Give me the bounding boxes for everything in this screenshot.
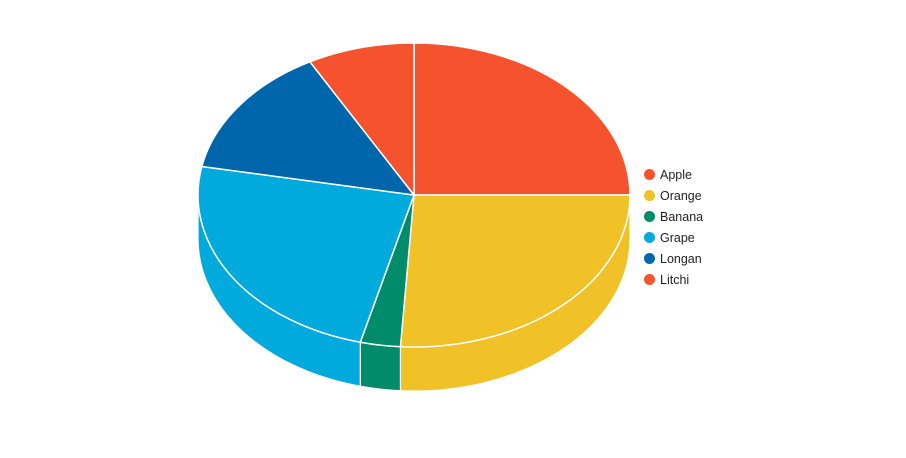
pie-slice-longan[interactable] (201, 61, 415, 196)
pie-slice-litchi[interactable] (309, 42, 415, 196)
legend: Apple Orange Banana Grape Longan Litchi (644, 164, 703, 290)
legend-label-banana: Banana (660, 209, 704, 224)
pie-side-banana (359, 341, 402, 392)
legend-item-longan[interactable]: Longan (644, 248, 703, 269)
legend-label-litchi: Litchi (660, 272, 690, 287)
legend-swatch-litchi (644, 274, 655, 285)
legend-item-grape[interactable]: Grape (644, 227, 703, 248)
legend-swatch-orange (644, 190, 655, 201)
legend-item-banana[interactable]: Banana (644, 206, 703, 227)
legend-swatch-banana (644, 211, 655, 222)
legend-item-orange[interactable]: Orange (644, 185, 703, 206)
legend-swatch-longan (644, 253, 655, 264)
pie-slice-grape[interactable] (197, 165, 415, 343)
legend-item-apple[interactable]: Apple (644, 164, 703, 185)
pie-slice-apple[interactable] (413, 42, 631, 196)
legend-swatch-grape (644, 232, 655, 243)
legend-label-orange: Orange (660, 188, 702, 203)
pie-slice-orange[interactable] (399, 194, 631, 348)
legend-label-apple: Apple (660, 167, 692, 182)
legend-label-grape: Grape (660, 230, 695, 245)
legend-swatch-apple (644, 169, 655, 180)
legend-label-longan: Longan (660, 251, 702, 266)
legend-item-litchi[interactable]: Litchi (644, 269, 703, 290)
